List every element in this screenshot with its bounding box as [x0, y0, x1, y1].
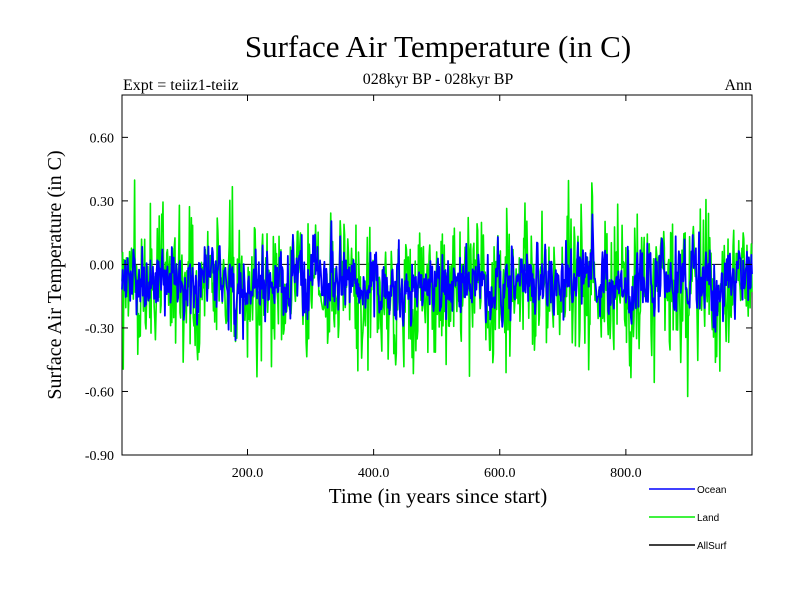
x-axis-label: Time (in years since start) [329, 484, 548, 508]
legend-label-allsurf: AllSurf [697, 541, 727, 552]
x-tick-label: 600.0 [484, 466, 516, 481]
y-tick-label: 0.00 [90, 258, 115, 273]
series-line-ocean [121, 213, 753, 342]
experiment-label: Expt = teiiz1-teiiz [123, 77, 239, 94]
y-tick-label: -0.30 [85, 322, 114, 337]
y-tick-label: 0.30 [90, 195, 115, 210]
season-label: Ann [724, 77, 752, 94]
y-tick-label: -0.60 [85, 385, 114, 400]
y-axis-label: Surface Air Temperature (in C) [44, 150, 66, 399]
chart-title: Surface Air Temperature (in C) [245, 29, 631, 64]
x-tick-label: 200.0 [232, 466, 264, 481]
axis-layer: -0.90 -0.60 -0.30 0.00 0.30 0.60 200.0 400.0 600… [85, 95, 752, 481]
chart-subtitle: 028kyr BP - 028kyr BP [363, 71, 514, 88]
y-tick-label: -0.90 [85, 449, 114, 464]
series-layer [121, 179, 753, 398]
legend: Ocean Land AllSurf [649, 485, 727, 552]
legend-label-ocean: Ocean [697, 485, 726, 496]
y-tick-label: 0.60 [90, 131, 115, 146]
x-tick-label: 400.0 [358, 466, 390, 481]
legend-label-land: Land [697, 513, 719, 524]
x-tick-label: 800.0 [610, 466, 642, 481]
